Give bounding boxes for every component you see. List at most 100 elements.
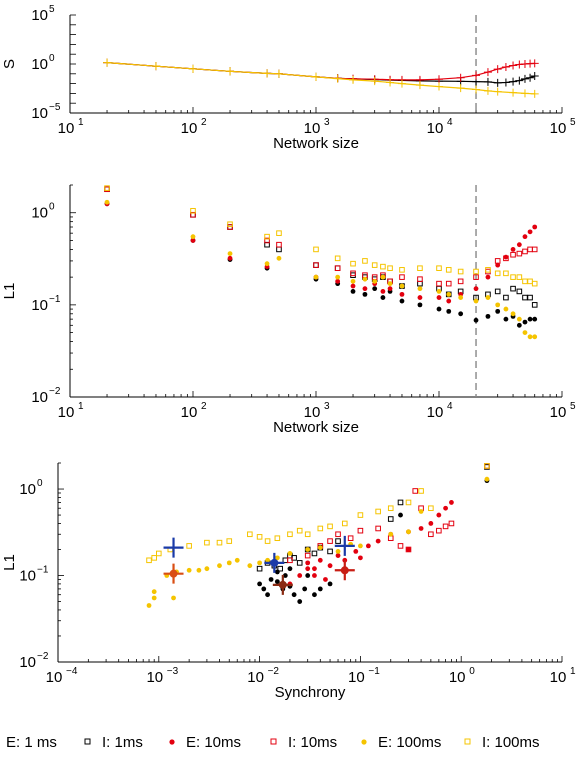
data-point-dot <box>287 551 293 556</box>
data-point-square <box>457 268 464 275</box>
y-axis-label: L1 <box>1 554 18 571</box>
data-point-square <box>274 535 281 542</box>
plus-marker <box>386 78 395 87</box>
data-point-square <box>264 237 270 244</box>
data-point-dot <box>305 573 311 578</box>
y-tick-label-exponent: 0 <box>49 53 55 64</box>
data-point-dot <box>436 512 442 518</box>
data-point-dot <box>527 229 533 235</box>
data-point-dot <box>282 573 288 578</box>
data-point-dot <box>274 555 280 561</box>
plus-marker <box>493 78 502 87</box>
x-tick-label-exponent: 5 <box>570 401 576 412</box>
data-point-dot <box>510 246 516 252</box>
data-point-dot <box>516 316 522 322</box>
data-point-dot <box>265 557 270 563</box>
data-point-square <box>327 538 333 544</box>
y-tick-label: 10 <box>19 568 36 585</box>
x-tick-label-exponent: 1 <box>78 401 84 412</box>
data-point-dot <box>104 199 110 205</box>
data-point-dot <box>388 531 394 537</box>
y-tick-label-exponent: −5 <box>49 102 61 113</box>
x-tick-label-exponent: 2 <box>201 401 207 412</box>
data-point-dot <box>151 589 157 595</box>
data-point-square <box>335 531 341 538</box>
y-tick-label: 10 <box>31 389 48 406</box>
plus-marker <box>520 74 529 83</box>
data-point-square <box>350 270 356 277</box>
plus-marker <box>370 77 379 86</box>
data-point-dot <box>362 276 368 282</box>
data-point-dot <box>485 295 491 300</box>
data-point-dot <box>362 286 368 292</box>
data-point-dot <box>204 566 210 572</box>
x-tick-label-exponent: 3 <box>324 117 330 128</box>
x-tick-label: 10 <box>146 669 163 686</box>
plus-marker <box>509 77 518 86</box>
x-tick-label-exponent: 4 <box>447 401 453 412</box>
y-tick-label-exponent: −1 <box>37 565 49 576</box>
data-point-dot <box>335 549 341 554</box>
data-point-square <box>204 539 210 546</box>
data-point-square <box>522 294 528 301</box>
data-point-dot <box>485 313 491 319</box>
plus-marker <box>483 77 492 86</box>
x-tick-label: 10 <box>550 669 567 686</box>
data-point-square <box>442 523 449 530</box>
legend-marker-square <box>84 738 91 745</box>
plus-marker <box>483 86 492 95</box>
data-point-dot <box>317 586 323 592</box>
data-point-dot <box>312 573 317 578</box>
data-point-dot <box>380 295 386 300</box>
data-point-dot <box>446 298 452 304</box>
data-point-dot <box>516 322 522 328</box>
plus-marker <box>530 59 539 68</box>
data-point-dot <box>257 581 262 587</box>
data-point-square <box>516 274 523 280</box>
data-point-dot <box>510 311 516 317</box>
y-tick-label: 10 <box>19 481 36 498</box>
x-tick-label-exponent: −1 <box>368 666 380 677</box>
data-point-square <box>226 538 233 544</box>
y-tick-label-exponent: −2 <box>37 651 49 662</box>
data-point-square <box>516 288 523 295</box>
data-point-dot <box>516 242 522 248</box>
x-axis-label: Network size <box>273 419 359 436</box>
data-point-square <box>436 527 442 534</box>
data-point-square <box>485 268 491 275</box>
y-tick-label-exponent: −2 <box>49 386 61 397</box>
summary-cross-marker <box>334 535 355 556</box>
data-point-dot <box>399 298 405 304</box>
data-point-dot <box>186 567 192 573</box>
data-point-square <box>387 516 394 522</box>
data-point-dot <box>335 553 341 558</box>
data-point-dot <box>532 334 538 340</box>
x-tick-label: 10 <box>449 669 466 686</box>
x-tick-label-exponent: 0 <box>469 666 475 677</box>
data-point-dot <box>327 563 333 569</box>
data-point-dot <box>417 295 423 300</box>
plus-marker <box>274 69 283 78</box>
y-tick-label: 10 <box>31 7 48 24</box>
data-point-dot <box>313 274 319 280</box>
data-point-square <box>417 280 423 287</box>
data-point-dot <box>171 595 176 601</box>
data-point-square <box>313 246 319 253</box>
x-tick-label: 10 <box>304 404 321 421</box>
data-point-dot <box>417 302 423 308</box>
y-axis-label: S <box>1 59 18 69</box>
data-point-dot <box>302 586 308 592</box>
data-point-square <box>375 508 381 515</box>
data-point-square <box>313 262 319 268</box>
x-tick-label: 10 <box>58 120 75 137</box>
data-point-square <box>327 548 333 555</box>
data-point-dot <box>375 538 381 544</box>
data-point-square <box>418 488 424 494</box>
x-tick-label-exponent: −3 <box>167 666 179 677</box>
data-point-dot <box>196 567 202 573</box>
data-point-square <box>380 263 386 270</box>
plus-marker <box>509 88 518 97</box>
data-point-dot <box>264 261 270 267</box>
data-point-dot <box>247 563 253 569</box>
